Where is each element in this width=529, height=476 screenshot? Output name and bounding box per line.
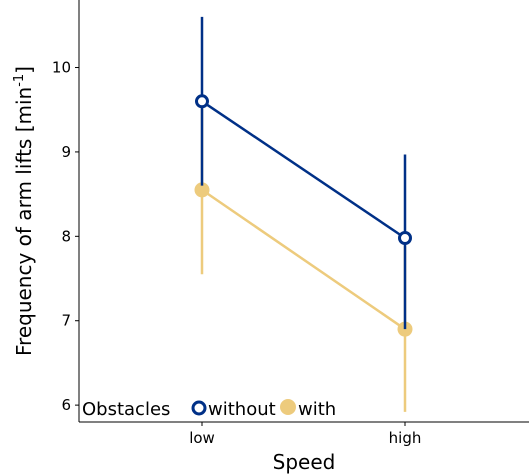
y-tick-label: 7 [61,312,71,330]
y-axis-ticks: 6 7 8 9 10 [52,59,79,414]
data-point-with [194,182,210,198]
legend-title: Obstacles [82,399,170,420]
x-axis-title: Speed [273,450,336,474]
data-point-without [195,94,209,109]
series-line-with [201,188,406,331]
legend-label-with: with [298,399,336,420]
y-axis-title-close: ] [12,66,36,74]
x-tick-label: low [189,429,215,447]
x-axis-ticks: low high [189,422,421,447]
series-without [195,16,412,330]
x-tick-label: high [389,429,422,447]
data-point-without [398,231,412,246]
y-axis-title-superscript: -1 [12,74,27,87]
y-tick-label: 6 [61,396,71,414]
y-tick-label: 10 [52,59,71,77]
y-tick-label: 8 [61,227,71,245]
series-with [194,105,413,412]
legend-marker-with [280,399,296,415]
plot-panel [78,0,529,423]
legend-marker-without [191,400,207,416]
series-layer [194,16,413,412]
y-tick-label: 9 [61,143,71,161]
legend-label-without: without [208,399,276,420]
legend: Obstacles without with [82,399,336,420]
y-axis-title-main: Frequency of arm lifts [min [12,87,36,356]
y-axis-title: Frequency of arm lifts [min-1] [12,66,36,356]
series-line-without [201,100,406,240]
